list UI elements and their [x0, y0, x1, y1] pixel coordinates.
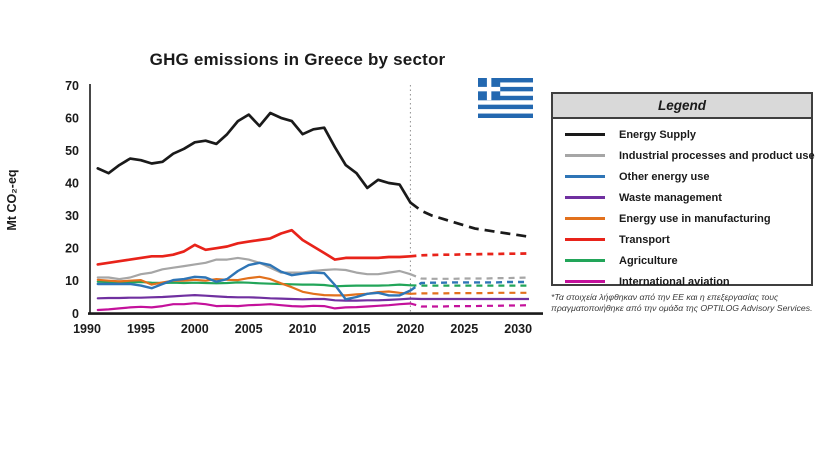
- legend-item-label: Agriculture: [619, 254, 678, 267]
- y-tick-label: 40: [65, 177, 79, 191]
- series-projection-industrial-processes-and-product-use: [409, 273, 530, 280]
- y-tick-label: 10: [65, 274, 79, 288]
- legend-item-label: International aviation: [619, 275, 730, 288]
- x-tick-label: 2005: [235, 322, 263, 336]
- series-projection-international-aviation: [410, 302, 530, 308]
- series-line-waste-management: [96, 294, 412, 302]
- legend-line-swatch-icon: [565, 154, 605, 157]
- legend-item: Agriculture: [553, 250, 811, 271]
- y-tick-label: 60: [65, 111, 79, 125]
- x-tick-label: 2030: [504, 322, 532, 336]
- y-tick-label: 70: [65, 79, 79, 93]
- x-tick-label: 2000: [181, 322, 209, 336]
- y-tick-label: 0: [72, 307, 79, 321]
- series-line-international-aviation: [96, 302, 412, 312]
- series-projection-energy-supply: [409, 201, 530, 239]
- series-projection-other-energy-use: [409, 280, 529, 292]
- series-line-other-energy-use: [96, 261, 412, 301]
- chart-title: GHG emissions in Greece by sector: [149, 50, 446, 69]
- legend-line-swatch-icon: [565, 238, 605, 241]
- legend-item: Energy Supply: [553, 124, 811, 145]
- legend-line-swatch-icon: [565, 175, 605, 178]
- legend-item: Industrial processes and product use: [553, 145, 815, 166]
- x-tick-label: 2025: [450, 322, 478, 336]
- series-line-energy-use-in-manufacturing: [96, 275, 412, 297]
- x-tick-label: 2020: [396, 322, 424, 336]
- greek-flag-icon: [478, 78, 533, 118]
- x-tick-label: 1995: [127, 322, 155, 336]
- legend-item-label: Energy use in manufacturing: [619, 212, 771, 225]
- series-projection-transport: [410, 252, 530, 258]
- x-tick-label: 2010: [289, 322, 317, 336]
- legend-item-label: Waste management: [619, 191, 722, 204]
- legend-item: Transport: [553, 229, 811, 250]
- legend-item: International aviation: [553, 271, 811, 292]
- series-line-industrial-processes-and-product-use: [96, 256, 412, 281]
- y-tick-label: 20: [65, 242, 79, 256]
- legend-item: Other energy use: [553, 166, 811, 187]
- legend-item-label: Transport: [619, 233, 670, 246]
- legend-panel: Legend Energy Supply Industrial processes…: [551, 92, 815, 288]
- legend-item-label: Industrial processes and product use: [619, 149, 815, 162]
- legend-title: Legend: [553, 94, 811, 119]
- series-line-transport: [96, 228, 412, 266]
- series-line-agriculture: [96, 280, 412, 288]
- x-tick-label: 2015: [343, 322, 371, 336]
- legend-line-swatch-icon: [565, 280, 605, 283]
- legend-line-swatch-icon: [565, 217, 605, 220]
- legend-item-label: Other energy use: [619, 170, 710, 183]
- y-tick-label: 30: [65, 209, 79, 223]
- series-projection-energy-use-in-manufacturing: [410, 291, 529, 295]
- y-tick-label: 50: [65, 144, 79, 158]
- x-tick-label: 1990: [73, 322, 101, 336]
- legend-line-swatch-icon: [565, 196, 605, 199]
- legend-line-swatch-icon: [565, 259, 605, 262]
- legend-item: Waste management: [553, 187, 811, 208]
- series-line-energy-supply: [96, 111, 412, 204]
- legend-item-label: Energy Supply: [619, 128, 697, 141]
- legend-items: Energy Supply Industrial processes and pr…: [553, 119, 815, 292]
- legend-footnote: *Τα στοιχεία λήφθηκαν από την ΕΕ και η ε…: [551, 292, 813, 314]
- legend-item: Energy use in manufacturing: [553, 208, 811, 229]
- legend-line-swatch-icon: [565, 133, 605, 136]
